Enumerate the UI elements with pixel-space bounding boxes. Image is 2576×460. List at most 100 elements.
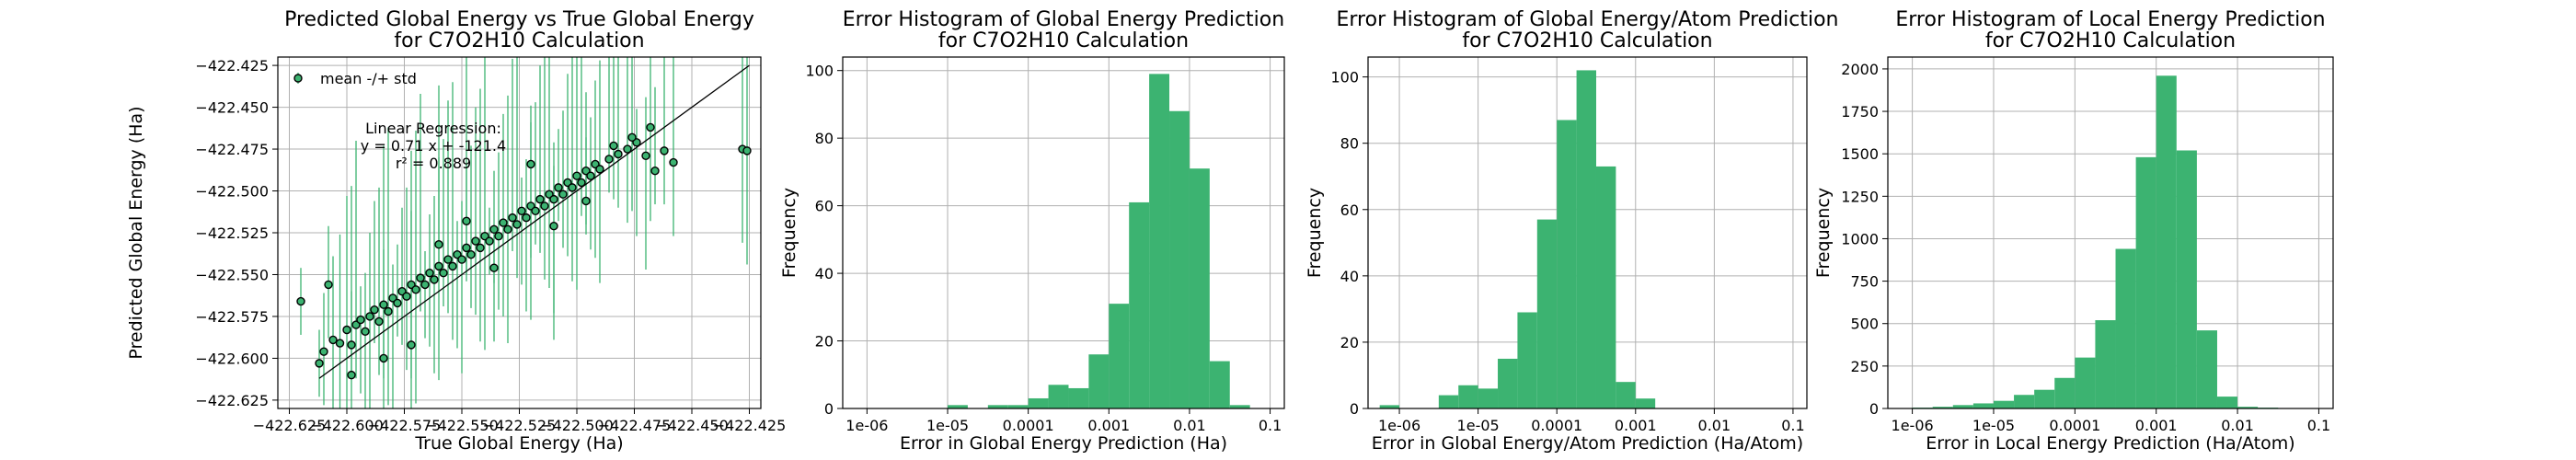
chart-4-bar — [2216, 397, 2238, 408]
chart-1-regression-annotation-line-1: Linear Regression: — [365, 120, 501, 137]
chart-3-x-tick-label: 0.0001 — [1531, 417, 1582, 434]
chart-1-x-tick-label: −422.575 — [368, 417, 442, 434]
chart-1-data-point — [650, 166, 660, 176]
chart-2-y-tick-label: 0 — [824, 400, 834, 418]
chart-3-y-axis-label: Frequency — [1305, 188, 1325, 278]
chart-1-data-point — [526, 159, 535, 169]
chart-1-y-tick-label: −422.425 — [195, 57, 269, 75]
chart-1-data-point — [660, 146, 669, 155]
chart-4-bar — [2054, 377, 2076, 408]
chart-3-y-tick-label: 20 — [1340, 334, 1359, 351]
chart-1-x-tick-label: −422.500 — [540, 417, 614, 434]
chart-1-data-point — [315, 359, 324, 368]
chart-1-x-tick-label: −422.425 — [713, 417, 787, 434]
chart-2-y-tick-label: 100 — [805, 63, 834, 80]
chart-1-title-line-2: for C7O2H10 Calculation — [394, 29, 644, 52]
chart-3-bar — [1595, 166, 1616, 408]
chart-1-y-tick-label: −422.500 — [195, 183, 269, 201]
chart-4-bar — [2156, 75, 2177, 409]
chart-2-bar — [1068, 387, 1089, 408]
chart-3-x-axis-label: Error in Global Energy/Atom Prediction (… — [1372, 433, 1803, 454]
chart-4-x-axis-label: Error in Local Energy Prediction (Ha/Ato… — [1926, 433, 2294, 454]
chart-2-bar — [1048, 385, 1069, 408]
chart-1-data-point — [365, 312, 374, 321]
chart-2-bar — [1109, 304, 1130, 408]
chart-4-axes-frame — [1887, 56, 2334, 409]
chart-2-y-tick-label: 80 — [815, 130, 834, 147]
chart-1-data-point — [568, 183, 577, 192]
chart-1-data-point — [476, 243, 485, 253]
chart-1-x-tick-label: −422.450 — [655, 417, 729, 434]
chart-4-y-tick-label: 500 — [1850, 316, 1879, 333]
chart-2-bar — [987, 405, 1008, 408]
chart-3-y-tick-label: 0 — [1350, 400, 1359, 418]
chart-1-x-axis-label: True Global Energy (Ha) — [414, 433, 623, 454]
chart-4-title-line-1: Error Histogram of Local Energy Predicti… — [1895, 8, 2325, 31]
chart-4-x-tick-label: 0.001 — [2135, 417, 2178, 434]
chart-1-y-tick-label: −422.600 — [195, 350, 269, 367]
chart-1-data-point — [508, 213, 517, 223]
chart-3-y-tick-label: 60 — [1340, 201, 1359, 219]
chart-4-y-tick-label: 2000 — [1841, 61, 1879, 78]
chart-1-data-point — [356, 315, 365, 325]
chart-1-data-point — [623, 144, 632, 154]
chart-1-y-tick-label: −422.575 — [195, 308, 269, 326]
chart-2-title-line-1: Error Histogram of Global Energy Predict… — [843, 8, 1284, 31]
chart-2-y-tick-label: 20 — [815, 333, 834, 351]
chart-1-data-point — [370, 305, 379, 315]
chart-4-bar — [1972, 403, 1994, 408]
chart-1-data-point — [411, 285, 420, 294]
chart-1-y-tick-label: −422.525 — [195, 224, 269, 242]
chart-1-data-point — [554, 183, 563, 192]
chart-1-data-point — [489, 224, 499, 235]
chart-1-data-point — [434, 261, 443, 271]
chart-1-data-point — [577, 178, 586, 188]
chart-1-x-tick-label: −422.550 — [425, 417, 499, 434]
chart-1-data-point — [742, 146, 752, 155]
chart-4-bar — [2196, 330, 2217, 408]
chart-2-y-tick-label: 40 — [815, 265, 834, 282]
chart-1: −422.625−422.625−422.600−422.600−422.575… — [195, 57, 787, 434]
chart-2-bar — [1209, 361, 1230, 408]
chart-1-regression-annotation-line-3: r² = 0.889 — [396, 155, 471, 172]
chart-2-x-tick-label: 0.1 — [1259, 417, 1282, 434]
chart-2-bar — [1169, 110, 1190, 409]
chart-4-y-axis-label: Frequency — [1813, 188, 1834, 278]
chart-1-title-line-1: Predicted Global Energy vs True Global E… — [284, 8, 754, 31]
chart-2-x-tick-label: 0.001 — [1087, 417, 1130, 434]
chart-1-data-point — [522, 213, 531, 223]
chart-1-y-axis-label: Predicted Global Energy (Ha) — [126, 106, 146, 359]
chart-1-data-point — [420, 280, 430, 290]
chart-1-data-point — [586, 171, 595, 180]
chart-2-x-axis-label: Error in Global Energy Prediction (Ha) — [900, 433, 1227, 454]
chart-4-x-tick-label: 0.01 — [2221, 417, 2254, 434]
chart-3-title-line-2: for C7O2H10 Calculation — [1462, 29, 1712, 52]
chart-1-data-point — [296, 296, 305, 306]
chart-3-title-line-1: Error Histogram of Global Energy/Atom Pr… — [1336, 8, 1838, 31]
chart-1-data-point — [425, 268, 434, 278]
chart-1-data-point — [379, 353, 388, 363]
chart-4-x-tick-label: 0.0001 — [2049, 417, 2100, 434]
chart-1-data-point — [439, 268, 448, 278]
chart-2-y-axis-label: Frequency — [779, 188, 799, 278]
chart-1-data-point — [457, 255, 466, 264]
chart-3-bar — [1635, 398, 1656, 408]
chart-1-data-point — [434, 240, 443, 249]
chart-4-y-tick-label: 750 — [1850, 273, 1879, 291]
chart-4-bar — [2034, 389, 2055, 408]
chart-1-data-point — [407, 340, 416, 350]
chart-1-y-tick-label: −422.450 — [195, 99, 269, 117]
chart-3-y-tick-label: 80 — [1340, 135, 1359, 153]
chart-2-bar — [1028, 397, 1049, 408]
chart-3-x-tick-label: 0.001 — [1615, 417, 1657, 434]
chart-3-x-tick-label: 1e-05 — [1457, 417, 1500, 434]
chart-4-bar — [2075, 357, 2096, 408]
chart-2: 1e-06 1e-05 0.0001 0.001 0.01 0.1 0 20 40 60 80 100 — [805, 57, 1284, 434]
chart-1-data-point — [402, 292, 411, 301]
chart-3-bar — [1478, 388, 1499, 408]
chart-1-legend-label: mean -/+ std — [320, 70, 417, 87]
chart-1-data-point — [604, 155, 614, 164]
chart-1-data-point — [430, 275, 439, 284]
chart-1-y-tick-label: −422.550 — [195, 266, 269, 283]
chart-1-legend: mean -/+ std — [293, 70, 417, 87]
